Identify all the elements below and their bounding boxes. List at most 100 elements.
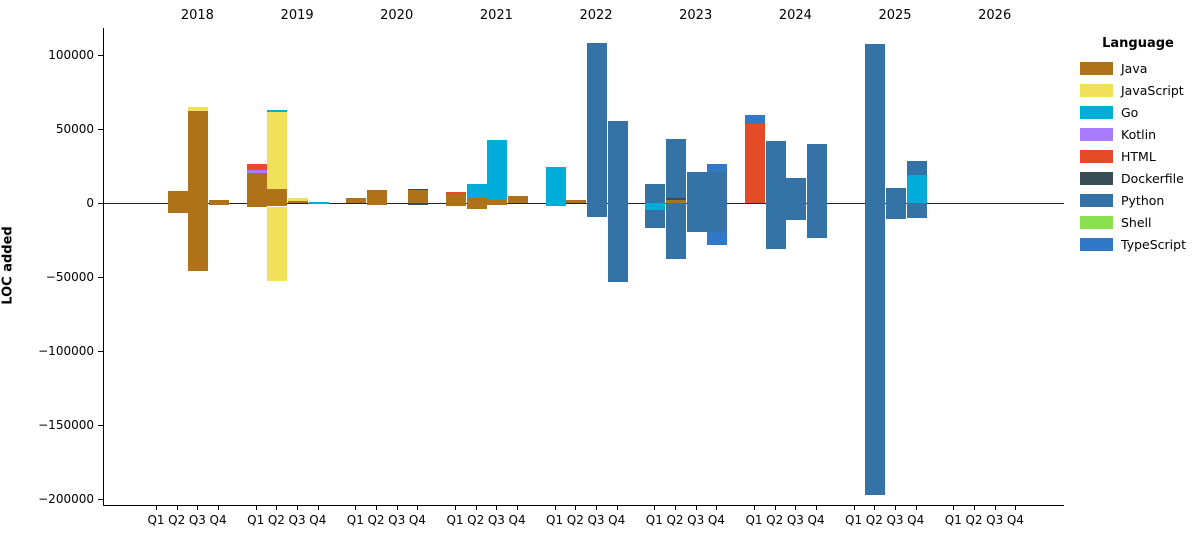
y-tick-label: 100000 (48, 47, 94, 62)
legend-item-java: Java (1076, 57, 1200, 79)
legend-title: Language (1102, 36, 1174, 51)
y-tick-label: 50000 (55, 121, 94, 136)
bar-segment-go-2019-q4 (308, 202, 329, 204)
bar-segment-java-2021-q3 (487, 199, 508, 203)
year-label: 2024 (778, 8, 812, 23)
quarter-label: Q1 (745, 513, 763, 527)
bar-segment-python-2024-q3 (786, 177, 807, 203)
legend-swatch-javascript (1080, 83, 1113, 97)
bar-segment-java-2021-q2 (466, 198, 487, 203)
y-tick-label: −150000 (38, 418, 94, 432)
bar-segment-java-2020-q1 (346, 198, 367, 203)
x-tick-mark (915, 506, 917, 510)
bar-segment-go-2022-q1 (545, 167, 566, 203)
quarter-label: Q1 (944, 513, 962, 527)
bar-segment-java-2022-q2 (566, 199, 587, 203)
x-tick-mark (654, 506, 656, 510)
legend-swatch-dockerfile (1080, 171, 1113, 185)
legend-swatch-kotlin (1080, 127, 1113, 141)
legend-label: TypeScript (1121, 236, 1186, 252)
x-tick-mark (376, 506, 377, 510)
bar-segment-neg-java-2019-q1 (246, 202, 267, 208)
y-tick-mark (98, 276, 103, 278)
x-tick-mark (554, 506, 556, 510)
bar-segment-python-2022-q3 (587, 42, 607, 203)
bar-segment-java-2021-q1 (446, 193, 466, 203)
bar-segment-neg-go-2022-q1 (545, 202, 566, 207)
bar-segment-neg-java-2021-q1 (446, 202, 466, 206)
bar-segment-python-2025-q2 (865, 44, 886, 203)
quarter-label: Q2 (766, 513, 784, 527)
x-tick-mark (297, 506, 299, 510)
x-tick-mark (517, 506, 519, 510)
bar-segment-neg-python-2023-q2 (666, 202, 686, 260)
quarter-label: Q4 (309, 513, 327, 527)
bar-segment-python-2024-q4 (807, 143, 828, 203)
x-tick-mark (874, 506, 876, 510)
bar-segment-java-2018-q2 (167, 191, 188, 203)
quarter-label: Q1 (247, 513, 265, 527)
quarter-label: Q2 (267, 513, 285, 527)
bar-segment-javascript-2018-q3 (188, 106, 209, 111)
quarter-label: Q1 (546, 513, 564, 527)
language-legend: Language Java JavaScript Go Kotlin HTML Docke… (1076, 36, 1200, 255)
bar-segment-neg-python-2024-q3 (786, 202, 807, 220)
bar-segment-neg-python-2024-q4 (807, 202, 828, 238)
x-tick-mark (695, 506, 697, 510)
x-tick-mark (953, 506, 955, 510)
bar-segment-python-2025-q4 (906, 160, 927, 175)
x-tick-mark (853, 506, 855, 510)
x-tick-mark (575, 506, 577, 510)
quarter-label: Q3 (587, 513, 605, 527)
x-tick-mark (795, 506, 797, 510)
year-label: 2018 (180, 8, 214, 23)
y-axis-title: LOC added (0, 226, 16, 305)
x-tick-mark (176, 506, 178, 510)
bar-segment-java-2018-q3 (188, 111, 209, 203)
x-tick-mark (754, 506, 755, 510)
x-tick-mark (974, 506, 975, 510)
quarter-label: Q3 (288, 513, 306, 527)
x-tick-mark (218, 506, 220, 510)
bar-segment-neg-python-2023-q3 (686, 202, 707, 233)
bar-segment-neg-python-2024-q2 (765, 202, 786, 249)
x-tick-mark (895, 506, 896, 510)
bar-segment-neg-python-2025-q4 (906, 202, 927, 219)
y-tick-mark (98, 54, 103, 56)
bar-segment-neg-python-2023-q1 (645, 210, 666, 228)
bar-segment-neg-go-2023-q1 (645, 202, 666, 211)
quarter-label: Q4 (1006, 513, 1024, 527)
x-tick-mark (355, 506, 357, 510)
legend-item-python: Python (1076, 189, 1200, 211)
bar-segment-java-2021-q4 (508, 196, 529, 203)
bar-segment-neg-python-2025-q2 (865, 202, 886, 495)
legend-item-typescript: TypeScript (1076, 233, 1200, 255)
quarter-label: Q4 (907, 513, 925, 527)
year-label: 2020 (380, 8, 414, 23)
bar-segment-go-2019-q2 (267, 110, 288, 113)
legend-label: HTML (1121, 148, 1156, 164)
quarter-label: Q3 (487, 513, 505, 527)
x-tick-mark (156, 506, 157, 510)
y-tick-mark (98, 202, 103, 204)
quarter-label: Q4 (807, 513, 825, 527)
x-tick-mark (317, 506, 319, 510)
quarter-label: Q4 (707, 513, 725, 527)
legend-label: Python (1121, 192, 1165, 208)
bar-segment-typescript-2023-q4 (707, 164, 728, 172)
year-label: 2026 (978, 8, 1012, 23)
x-tick-mark (994, 506, 996, 510)
bar-segment-neg-python-2022-q4 (607, 202, 628, 283)
quarter-label: Q2 (566, 513, 584, 527)
legend-label: Go (1121, 104, 1139, 120)
year-label: 2025 (878, 8, 912, 23)
x-tick-mark (396, 506, 398, 510)
bar-segment-python-2025-q3 (886, 188, 906, 203)
x-tick-mark (774, 506, 776, 510)
x-tick-mark (276, 506, 278, 510)
legend-label: JavaScript (1121, 82, 1184, 98)
bar-segment-java-2019-q2 (267, 188, 288, 203)
legend-item-javascript: JavaScript (1076, 79, 1200, 101)
quarter-label: Q4 (209, 513, 227, 527)
quarter-label: Q1 (645, 513, 663, 527)
